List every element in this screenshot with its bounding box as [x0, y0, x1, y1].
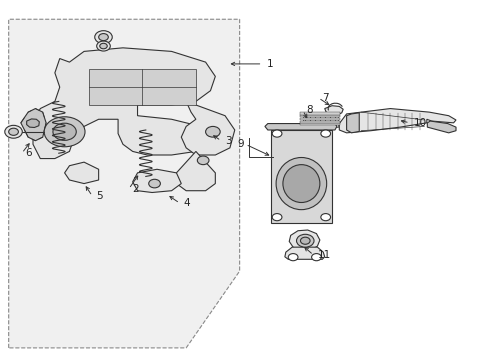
Bar [89, 69, 196, 105]
Text: 7: 7 [322, 93, 328, 103]
Circle shape [9, 128, 19, 135]
Circle shape [99, 33, 108, 41]
Polygon shape [264, 123, 336, 130]
Polygon shape [285, 247, 324, 259]
Circle shape [287, 253, 297, 261]
Bar [271, 130, 331, 223]
Circle shape [197, 156, 208, 165]
Circle shape [97, 41, 110, 51]
Circle shape [95, 31, 112, 44]
Circle shape [272, 213, 282, 221]
Bar [300, 123, 340, 125]
Circle shape [272, 130, 282, 137]
Ellipse shape [283, 165, 319, 203]
Polygon shape [427, 121, 455, 133]
Circle shape [53, 123, 76, 140]
Text: 3: 3 [224, 136, 231, 146]
Circle shape [300, 237, 309, 244]
Bar [300, 112, 340, 114]
Bar [300, 121, 340, 123]
Polygon shape [346, 113, 359, 133]
Polygon shape [324, 106, 343, 115]
Polygon shape [21, 109, 46, 141]
Polygon shape [339, 109, 455, 133]
Bar [300, 115, 340, 117]
Polygon shape [33, 48, 215, 158]
Text: 11: 11 [317, 250, 330, 260]
Polygon shape [181, 102, 234, 155]
Text: 2: 2 [132, 184, 139, 194]
Polygon shape [132, 169, 181, 193]
Circle shape [320, 213, 330, 221]
Polygon shape [176, 152, 215, 191]
Circle shape [311, 253, 321, 261]
Text: 6: 6 [26, 148, 32, 158]
Bar [300, 118, 340, 120]
Polygon shape [27, 119, 39, 127]
Text: 9: 9 [237, 139, 244, 149]
Text: 1: 1 [266, 59, 272, 69]
Bar [302, 113, 337, 127]
Circle shape [205, 126, 220, 137]
Circle shape [296, 234, 313, 247]
Circle shape [5, 125, 22, 138]
Circle shape [100, 43, 107, 49]
Text: 5: 5 [96, 191, 102, 201]
Polygon shape [64, 162, 99, 184]
Polygon shape [9, 19, 239, 348]
Circle shape [320, 130, 330, 137]
Circle shape [148, 179, 160, 188]
Text: 10: 10 [413, 118, 426, 128]
Circle shape [44, 117, 85, 147]
Ellipse shape [276, 157, 326, 210]
Text: 4: 4 [183, 198, 190, 208]
Text: 8: 8 [306, 105, 313, 115]
Polygon shape [288, 230, 319, 253]
